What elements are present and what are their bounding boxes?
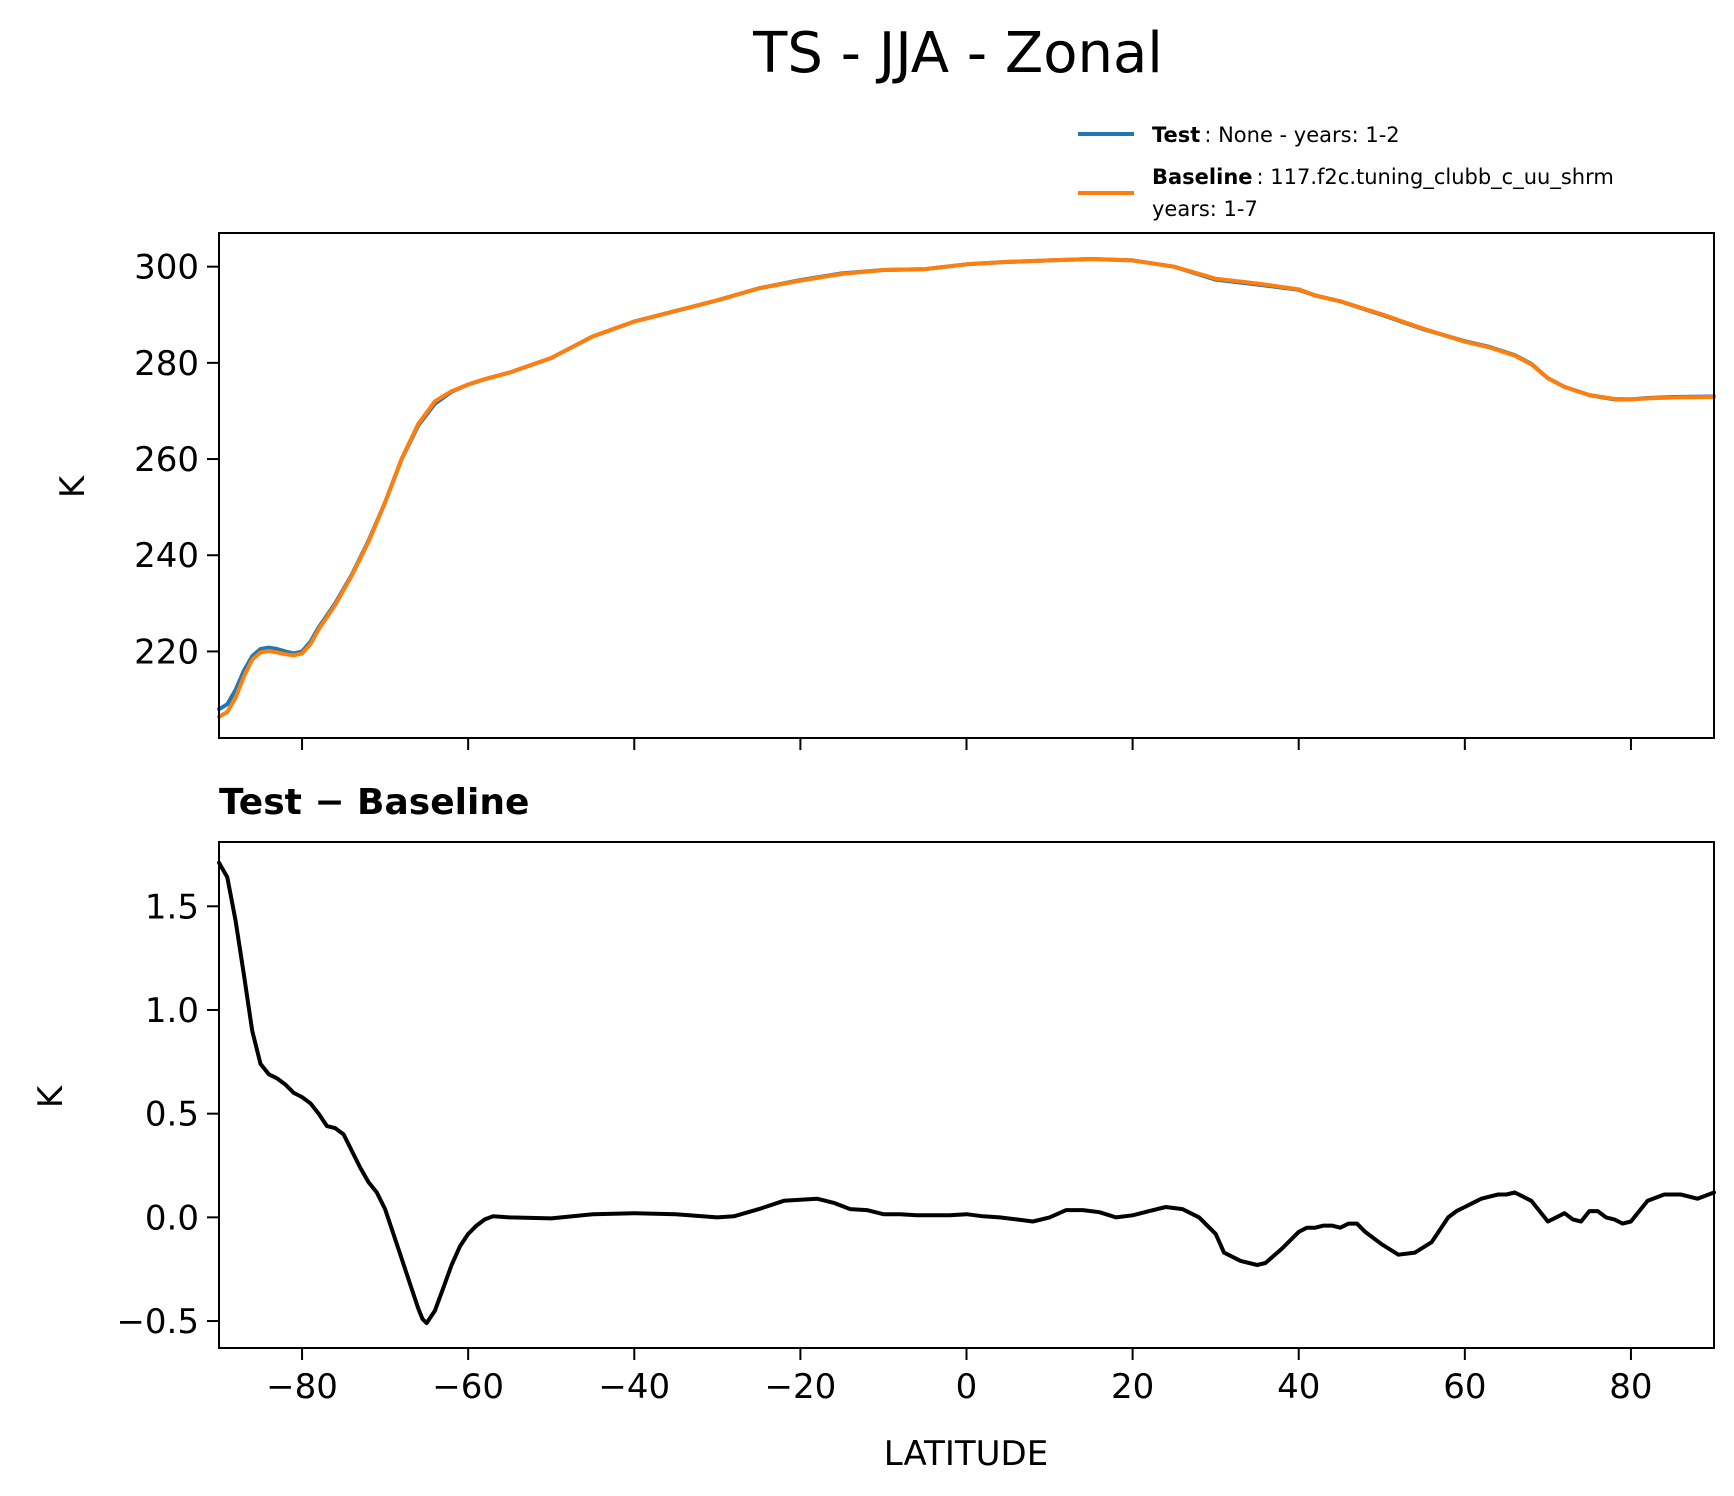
- bottom-y-axis-label: K: [31, 1084, 71, 1108]
- y-tick-label: 300: [134, 248, 199, 288]
- x-tick-label: 60: [1443, 1367, 1486, 1407]
- y-tick-label: 220: [134, 632, 199, 672]
- y-tick-label: 0.0: [145, 1198, 199, 1238]
- y-tick-label: 240: [134, 536, 199, 576]
- bottom-panel-title: Test − Baseline: [219, 782, 529, 823]
- x-tick-label: 0: [956, 1367, 978, 1407]
- series-line-top-baseline: [217, 257, 1716, 719]
- x-tick-label: −60: [432, 1367, 504, 1407]
- legend-label-test-rest: : None - years: 1-2: [1204, 123, 1399, 147]
- y-tick-label: 1.5: [145, 887, 199, 927]
- top-panel: K 220 240 260 280 300: [53, 232, 1716, 750]
- bottom-x-axis-label: LATITUDE: [884, 1434, 1048, 1474]
- top-y-axis-label: K: [53, 474, 93, 498]
- bottom-panel: Test − Baseline K LATITUDE −80 −60 −40 −20 0…: [31, 782, 1716, 1474]
- legend-label-baseline-rest: : 117.f2c.tuning_clubb_c_uu_shrm: [1257, 165, 1614, 190]
- y-tick-label: 1.0: [145, 991, 199, 1031]
- legend-label-baseline: Baseline: 117.f2c.tuning_clubb_c_uu_shrm: [1152, 165, 1614, 190]
- legend-label-test-bold: Test: [1152, 123, 1200, 147]
- series-line-bottom-test-baseline: [217, 860, 1716, 1326]
- x-tick-label: 40: [1277, 1367, 1320, 1407]
- legend: Test: None - years: 1-2 Baseline: 117.f2…: [1078, 123, 1614, 221]
- y-tick-label: 260: [134, 440, 199, 480]
- legend-label-baseline-line2: years: 1-7: [1152, 197, 1258, 221]
- y-tick-label: 0.5: [145, 1095, 199, 1135]
- series-line-top-test: [217, 257, 1716, 712]
- legend-label-baseline-bold: Baseline: [1152, 165, 1253, 189]
- y-tick-label: 280: [134, 344, 199, 384]
- x-tick-label: −80: [266, 1367, 338, 1407]
- legend-label-test: Test: None - years: 1-2: [1152, 123, 1400, 147]
- x-tick-label: −40: [598, 1367, 670, 1407]
- bottom-plot-frame: [218, 841, 1715, 1349]
- x-tick-label: −20: [765, 1367, 837, 1407]
- top-plot-frame: [218, 232, 1715, 739]
- x-tick-label: 20: [1111, 1367, 1154, 1407]
- x-tick-label: 80: [1609, 1367, 1652, 1407]
- figure-title: TS - JJA - Zonal: [752, 21, 1163, 86]
- y-tick-label: −0.5: [116, 1302, 199, 1342]
